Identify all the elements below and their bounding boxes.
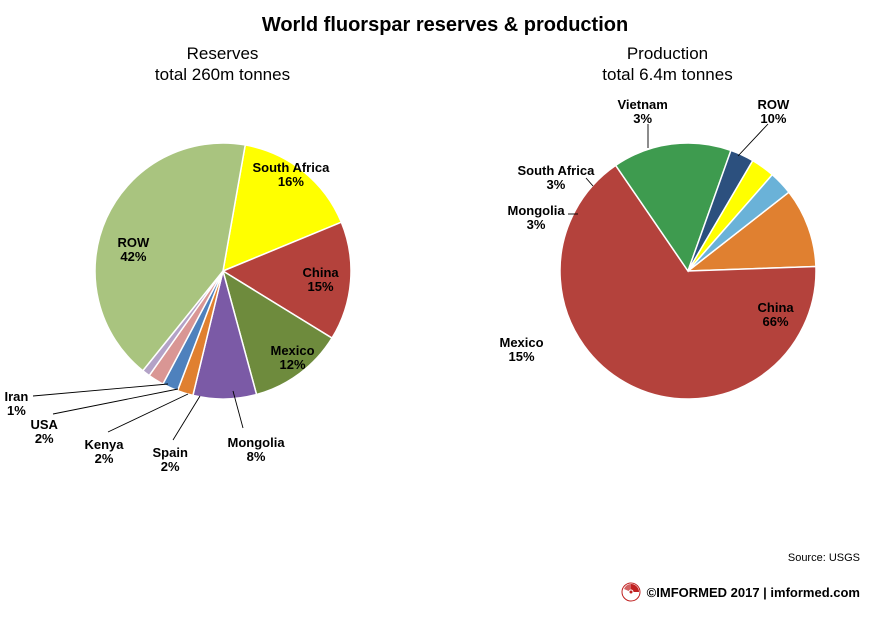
production-label-south-africa: South Africa3% <box>518 164 595 194</box>
reserves-label-spain: Spain2% <box>153 446 188 476</box>
footer: ©IMFORMED 2017 | imformed.com <box>621 582 860 602</box>
production-label-vietnam: Vietnam3% <box>618 98 668 128</box>
production-pie-wrap: ROW10%China66%Mexico15%Mongolia3%South A… <box>458 106 878 506</box>
production-label-mongolia: Mongolia3% <box>508 204 565 234</box>
reserves-column: Reserves total 260m tonnes South Africa1… <box>13 43 433 506</box>
reserves-label-china: China15% <box>303 266 339 296</box>
leader-line <box>173 396 200 440</box>
footer-text: ©IMFORMED 2017 | imformed.com <box>647 585 860 600</box>
production-title-l2: total 6.4m tonnes <box>602 65 732 84</box>
reserves-title-l1: Reserves <box>187 44 259 63</box>
reserves-label-row: ROW42% <box>118 236 150 266</box>
source-text: Source: USGS <box>788 552 860 564</box>
reserves-title-l2: total 260m tonnes <box>155 65 290 84</box>
production-title-l1: Production <box>627 44 708 63</box>
reserves-label-kenya: Kenya2% <box>85 438 124 468</box>
reserves-subtitle: Reserves total 260m tonnes <box>155 43 290 86</box>
main-title: World fluorspar reserves & production <box>0 0 890 37</box>
imformed-logo-icon <box>621 582 641 602</box>
reserves-label-south-africa: South Africa16% <box>253 161 330 191</box>
reserves-label-mexico: Mexico12% <box>271 344 315 374</box>
leader-line <box>33 384 168 396</box>
reserves-label-iran: Iran1% <box>5 390 29 420</box>
reserves-pie <box>13 106 433 506</box>
production-label-row: ROW10% <box>758 98 790 128</box>
production-subtitle: Production total 6.4m tonnes <box>602 43 732 86</box>
reserves-pie-wrap: South Africa16% China15% Mexico12% Mongolia… <box>13 106 433 506</box>
production-label-mexico: Mexico15% <box>500 336 544 366</box>
charts-row: Reserves total 260m tonnes South Africa1… <box>0 43 890 506</box>
reserves-label-usa: USA2% <box>31 418 58 448</box>
leader-line <box>738 124 768 156</box>
reserves-label-mongolia: Mongolia8% <box>228 436 285 466</box>
leader-line <box>108 394 188 432</box>
production-label-china: China66% <box>758 301 794 331</box>
production-column: Production total 6.4m tonnes ROW10% China… <box>458 43 878 506</box>
